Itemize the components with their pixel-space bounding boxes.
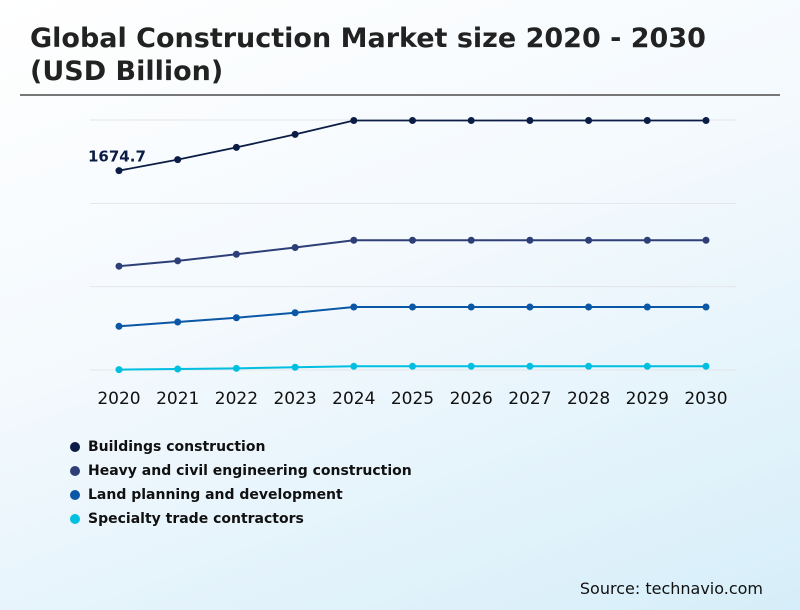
legend-marker	[70, 466, 80, 476]
source-text: Source: technavio.com	[579, 579, 763, 598]
chart-title: Global Construction Market size 2020 - 2…	[30, 23, 706, 87]
data-point	[115, 322, 123, 330]
data-point	[585, 362, 593, 370]
data-point	[174, 156, 182, 164]
title-divider	[20, 94, 780, 96]
data-point	[115, 262, 123, 270]
series-line-0	[118, 119, 706, 172]
legend-marker	[70, 490, 80, 500]
x-tick-label: 2029	[626, 389, 669, 409]
data-point	[702, 116, 710, 124]
data-point	[526, 236, 534, 244]
x-tick-label: 2030	[684, 389, 727, 409]
data-point	[291, 244, 299, 251]
data-point	[115, 366, 123, 374]
data-point	[232, 250, 240, 258]
data-point	[291, 130, 299, 138]
data-point	[585, 236, 593, 244]
legend-item: Heavy and civil engineering construction	[70, 459, 412, 483]
legend-label: Buildings construction	[88, 439, 266, 455]
legend-label: Specialty trade contractors	[88, 511, 304, 527]
x-tick-label: 2025	[391, 389, 434, 409]
x-tick-label: 2023	[273, 389, 316, 409]
legend-item: Buildings construction	[70, 435, 412, 459]
data-point	[585, 303, 593, 311]
data-point	[174, 257, 182, 265]
data-point	[467, 236, 475, 244]
legend-item: Land planning and development	[70, 483, 412, 507]
legend-item: Specialty trade contractors	[70, 507, 412, 531]
data-point	[467, 362, 475, 370]
x-tick-label: 2022	[215, 389, 258, 409]
data-point	[409, 116, 416, 124]
x-tick-label: 2024	[332, 389, 375, 409]
data-point	[643, 116, 651, 124]
data-point	[643, 236, 651, 244]
data-point	[467, 303, 475, 311]
data-point	[232, 314, 240, 322]
data-point	[350, 116, 358, 124]
x-tick-label: 2028	[567, 389, 610, 409]
data-point	[232, 143, 240, 151]
data-point	[526, 303, 534, 311]
data-point	[174, 365, 182, 373]
series-line-1	[118, 239, 706, 268]
data-point	[467, 116, 475, 124]
legend-label: Heavy and civil engineering construction	[88, 463, 412, 479]
legend-marker	[70, 514, 80, 524]
data-point	[409, 303, 416, 311]
data-point	[115, 167, 123, 175]
data-point	[350, 362, 358, 370]
data-point	[174, 318, 182, 326]
data-point	[702, 236, 710, 244]
legend-label: Land planning and development	[88, 487, 343, 503]
data-point	[526, 116, 534, 124]
data-point	[643, 303, 651, 311]
data-point	[232, 364, 240, 372]
data-point	[409, 362, 416, 370]
data-point	[702, 303, 710, 311]
data-point	[643, 362, 651, 370]
legend-marker	[70, 442, 80, 452]
x-tick-label: 2020	[97, 389, 140, 409]
x-tick-label: 2026	[450, 389, 493, 409]
line-chart: 2020 2021 2022 2023 2024 2025 2026 2027 2028 2029…	[88, 116, 736, 409]
data-point	[702, 362, 710, 370]
x-tick-label: 2027	[508, 389, 551, 409]
data-point	[409, 236, 416, 244]
data-label: 1674.7	[88, 148, 146, 166]
data-point	[526, 362, 534, 370]
x-tick-label: 2021	[156, 389, 199, 409]
data-point	[291, 363, 299, 371]
legend: Buildings construction Heavy and civil en…	[70, 435, 412, 531]
data-point	[291, 309, 299, 317]
data-point	[350, 236, 358, 244]
data-point	[585, 116, 593, 124]
data-point	[350, 303, 358, 311]
